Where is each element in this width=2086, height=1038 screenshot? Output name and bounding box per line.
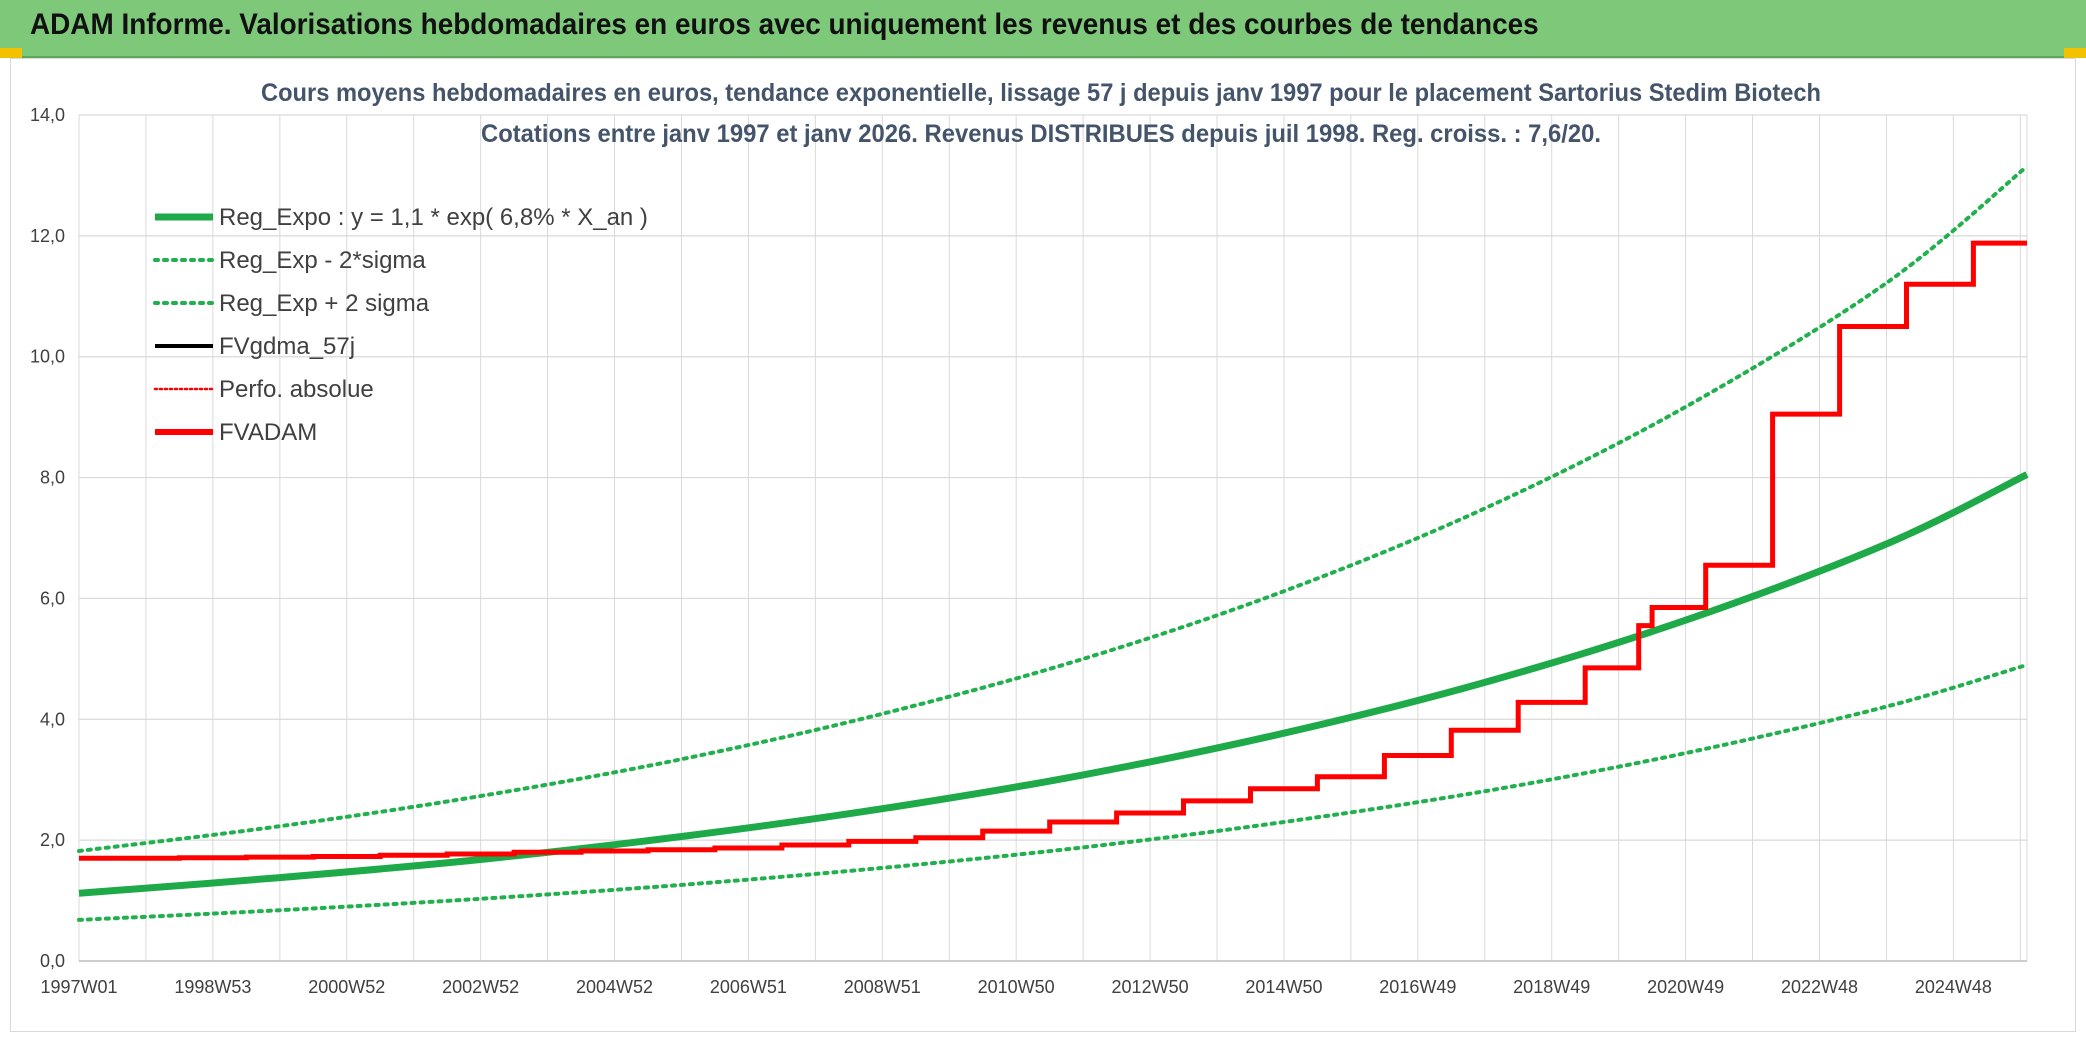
banner-corner-right bbox=[2064, 48, 2086, 58]
series-fvadam bbox=[79, 240, 2027, 861]
series-reg-expo bbox=[78, 471, 2029, 897]
x-tick-label: 2024W48 bbox=[1915, 977, 1992, 997]
series-layer bbox=[77, 164, 2029, 922]
x-tick-label: 2010W50 bbox=[978, 977, 1055, 997]
legend-label: Reg_Exp - 2*sigma bbox=[219, 247, 426, 274]
x-tick-label: 2022W48 bbox=[1781, 977, 1858, 997]
chart-area: 0,0 2,0 4,0 6,0 8,0 10,0 12,0 14,0 1997W01 1998W5… bbox=[10, 58, 2076, 1032]
axis-layer: 0,0 2,0 4,0 6,0 8,0 10,0 12,0 14,0 1997W01 1998W5… bbox=[30, 105, 2027, 997]
x-tick-label: 2014W50 bbox=[1245, 977, 1322, 997]
legend-label: FVADAM bbox=[219, 419, 317, 446]
legend-label: Reg_Expo : y = 1,1 * exp( 6,8% * X_an ) bbox=[219, 204, 648, 231]
legend-label: Reg_Exp + 2 sigma bbox=[219, 290, 430, 317]
series-reg-exp-plus-2sigma bbox=[77, 164, 2029, 853]
x-tick-label: 2008W51 bbox=[844, 977, 921, 997]
y-tick-label: 4,0 bbox=[40, 709, 65, 729]
grid-layer bbox=[78, 114, 2028, 962]
banner-corner-left bbox=[0, 48, 22, 58]
x-tick-label: 2016W49 bbox=[1379, 977, 1456, 997]
chart-title-line-1: Cours moyens hebdomadaires en euros, ten… bbox=[261, 79, 1821, 107]
series-fvgdma-57j bbox=[78, 241, 2027, 860]
legend-label: FVgdma_57j bbox=[219, 333, 355, 360]
legend-label: Perfo. absolue bbox=[219, 376, 374, 403]
x-tick-label: 2000W52 bbox=[308, 977, 385, 997]
x-tick-label: 2004W52 bbox=[576, 977, 653, 997]
report-banner: ADAM Informe. Valorisations hebdomadaire… bbox=[0, 0, 2086, 58]
x-tick-label: 2020W49 bbox=[1647, 977, 1724, 997]
x-tick-label: 1998W53 bbox=[174, 977, 251, 997]
report-title: ADAM Informe. Valorisations hebdomadaire… bbox=[30, 8, 1539, 41]
y-tick-label: 14,0 bbox=[30, 105, 65, 125]
x-tick-label: 2002W52 bbox=[442, 977, 519, 997]
chart-svg: 0,0 2,0 4,0 6,0 8,0 10,0 12,0 14,0 1997W01 1998W5… bbox=[30, 79, 2029, 997]
y-tick-label: 0,0 bbox=[40, 951, 65, 971]
series-reg-exp-minus-2sigma bbox=[77, 662, 2029, 922]
x-tick-label: 2012W50 bbox=[1112, 977, 1189, 997]
y-tick-label: 8,0 bbox=[40, 468, 65, 488]
x-tick-label: 2018W49 bbox=[1513, 977, 1590, 997]
y-tick-label: 12,0 bbox=[30, 226, 65, 246]
y-tick-label: 6,0 bbox=[40, 588, 65, 608]
x-tick-label: 2006W51 bbox=[710, 977, 787, 997]
y-tick-label: 2,0 bbox=[40, 830, 65, 850]
chart-title: Cours moyens hebdomadaires en euros, ten… bbox=[261, 79, 1821, 148]
chart-title-line-2: Cotations entre janv 1997 et janv 2026. … bbox=[481, 120, 1601, 148]
x-tick-label: 1997W01 bbox=[40, 977, 117, 997]
y-tick-label: 10,0 bbox=[30, 347, 65, 367]
chart-legend: Reg_Expo : y = 1,1 * exp( 6,8% * X_an ) R… bbox=[153, 204, 648, 446]
